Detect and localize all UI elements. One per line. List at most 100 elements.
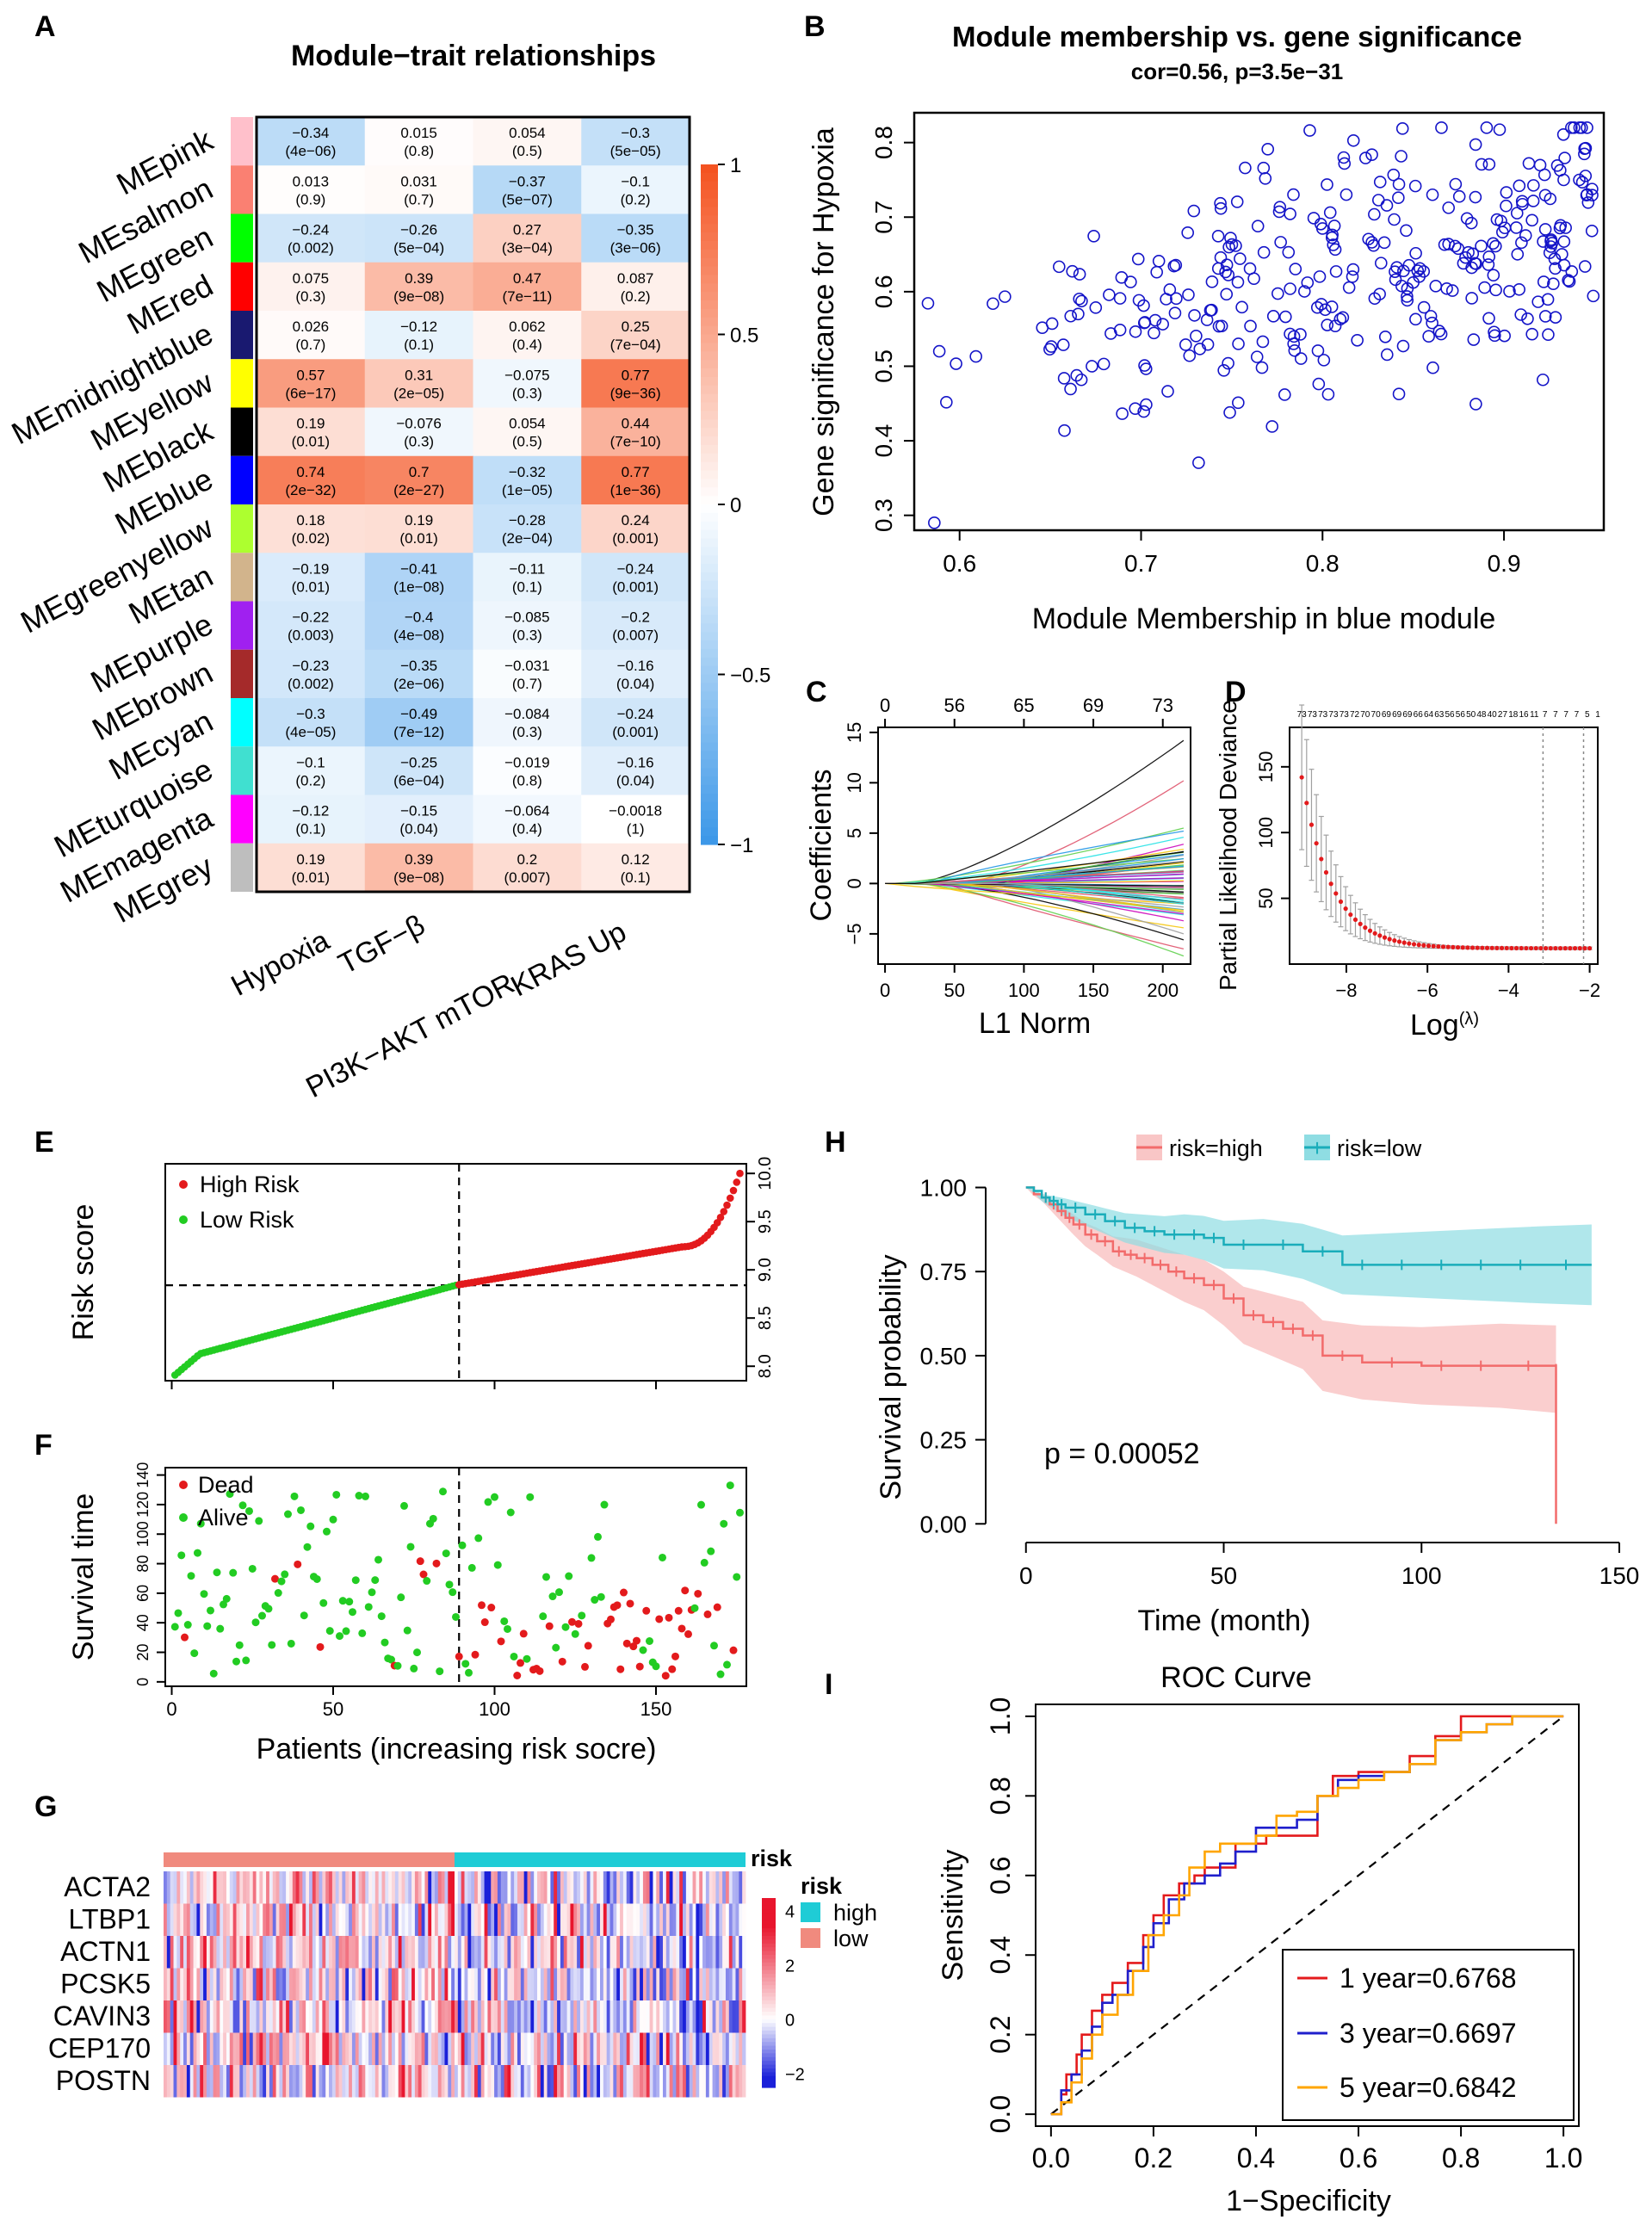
survival-time-points [170,1468,744,1686]
expression-cell [345,2032,350,2065]
heatmap-cell [473,504,582,553]
expression-cell [520,2065,525,2098]
scatter-point [1287,188,1300,201]
module-swatch [231,165,253,214]
colorbar-tick-label: 4 [785,1903,795,1922]
dead-point [684,1629,692,1638]
scatter-point [1500,186,1513,199]
roc-legend: 1 year=0.6768 3 year=0.6697 5 year=0.684… [1282,1949,1575,2121]
expression-cell [642,2000,647,2033]
deviance-point [1582,946,1587,951]
y-tick-label: 0.75 [920,1258,968,1285]
expression-cell [286,1968,290,2000]
expression-cell [609,1936,614,1969]
expression-cell [272,1936,276,1969]
heatmap-cell [257,601,366,651]
expression-cell [189,1903,194,1936]
gene-label: PCSK5 [60,1969,151,2000]
expression-cell [669,1871,673,1904]
y-tick-label: 0.7 [870,201,897,234]
expression-cell [696,1968,700,2000]
expression-cell [665,2032,671,2065]
dead-point [558,1657,566,1666]
scatter-point [1452,189,1466,203]
expression-cell [329,2065,333,2098]
scatter-point [1380,348,1394,362]
expression-cell [335,1936,339,1969]
expression-cell [603,2000,608,2033]
top-count-label: 18 [1508,710,1519,720]
scatter-point [1581,195,1595,209]
expression-cell [629,2065,634,2098]
expression-cell [329,1871,333,1904]
expression-cell [557,1968,561,2000]
expression-cell [679,2032,684,2065]
scatter-point [1516,197,1529,211]
expression-cell [411,1903,416,1936]
scatter-point [1234,252,1247,265]
expression-cell [437,2032,442,2065]
top-count-label: 69 [1402,710,1413,720]
expression-cell [279,1968,283,2000]
expression-cell [566,1968,571,2000]
scatter-point [1396,339,1410,353]
alive-point [358,1629,367,1637]
expression-cell [381,1903,386,1936]
alive-point [697,1500,705,1509]
expression-cell [514,1871,518,1904]
expression-cell [338,1903,343,1936]
scatter-point [1519,229,1532,242]
y-tick-label: 50 [1255,887,1277,908]
high-risk-point [729,1186,738,1195]
expression-cell [590,1936,594,1969]
expression-cell [739,1936,743,1969]
expression-cell [203,1871,207,1904]
expression-cell [732,2032,736,2065]
expression-cell [622,1968,628,2000]
alive-point [571,1629,579,1638]
top-tick-label: 65 [1013,695,1034,716]
cell-correlation: −0.085 [504,609,549,626]
expression-cell [266,1936,270,1969]
deviance-point [1338,899,1344,905]
colorbar-segment [762,1924,776,1929]
expression-cell [315,1968,319,2000]
cell-pvalue: (0.2) [621,191,651,207]
deviance-point [1504,945,1509,951]
expression-cell [586,2000,591,2033]
heatmap-cell [364,649,473,699]
expression-cell [593,2000,597,2033]
scatter-point [1190,329,1203,343]
cell-correlation: 0.087 [617,270,654,287]
expression-cell [477,2032,482,2065]
expression-cell [735,1903,739,1936]
scatter-point [1556,127,1570,141]
expression-cell [243,2065,247,2098]
heatmap-cell [581,601,690,651]
expression-cell [408,2000,412,2033]
expression-cell [679,1936,684,1969]
expression-cell [593,2065,597,2098]
scatter-point [1211,230,1225,243]
expression-cell [286,1936,290,1969]
cell-pvalue: (0.8) [512,772,542,788]
alive-point [323,1527,331,1536]
expression-cell [279,1936,283,1969]
expression-cell [200,2065,204,2098]
expression-cell [295,1968,300,2000]
expression-cell [335,1903,339,1936]
deviance-point [1323,869,1329,875]
expression-cell [649,1968,653,2000]
y-tick-label: 0 [844,878,865,888]
colorbar-segment [701,181,718,191]
scatter-point [1129,402,1142,415]
expression-cell [331,2065,337,2098]
colorbar-tick-label: 2 [785,1957,795,1976]
expression-cell [358,1903,362,1936]
expression-heatmap [164,1871,746,2098]
expression-cell [540,1903,545,1936]
colorbar-segment [701,496,718,505]
expression-cell [405,2000,409,2033]
expression-cell [474,1936,479,1969]
scatter-point [1557,258,1571,272]
